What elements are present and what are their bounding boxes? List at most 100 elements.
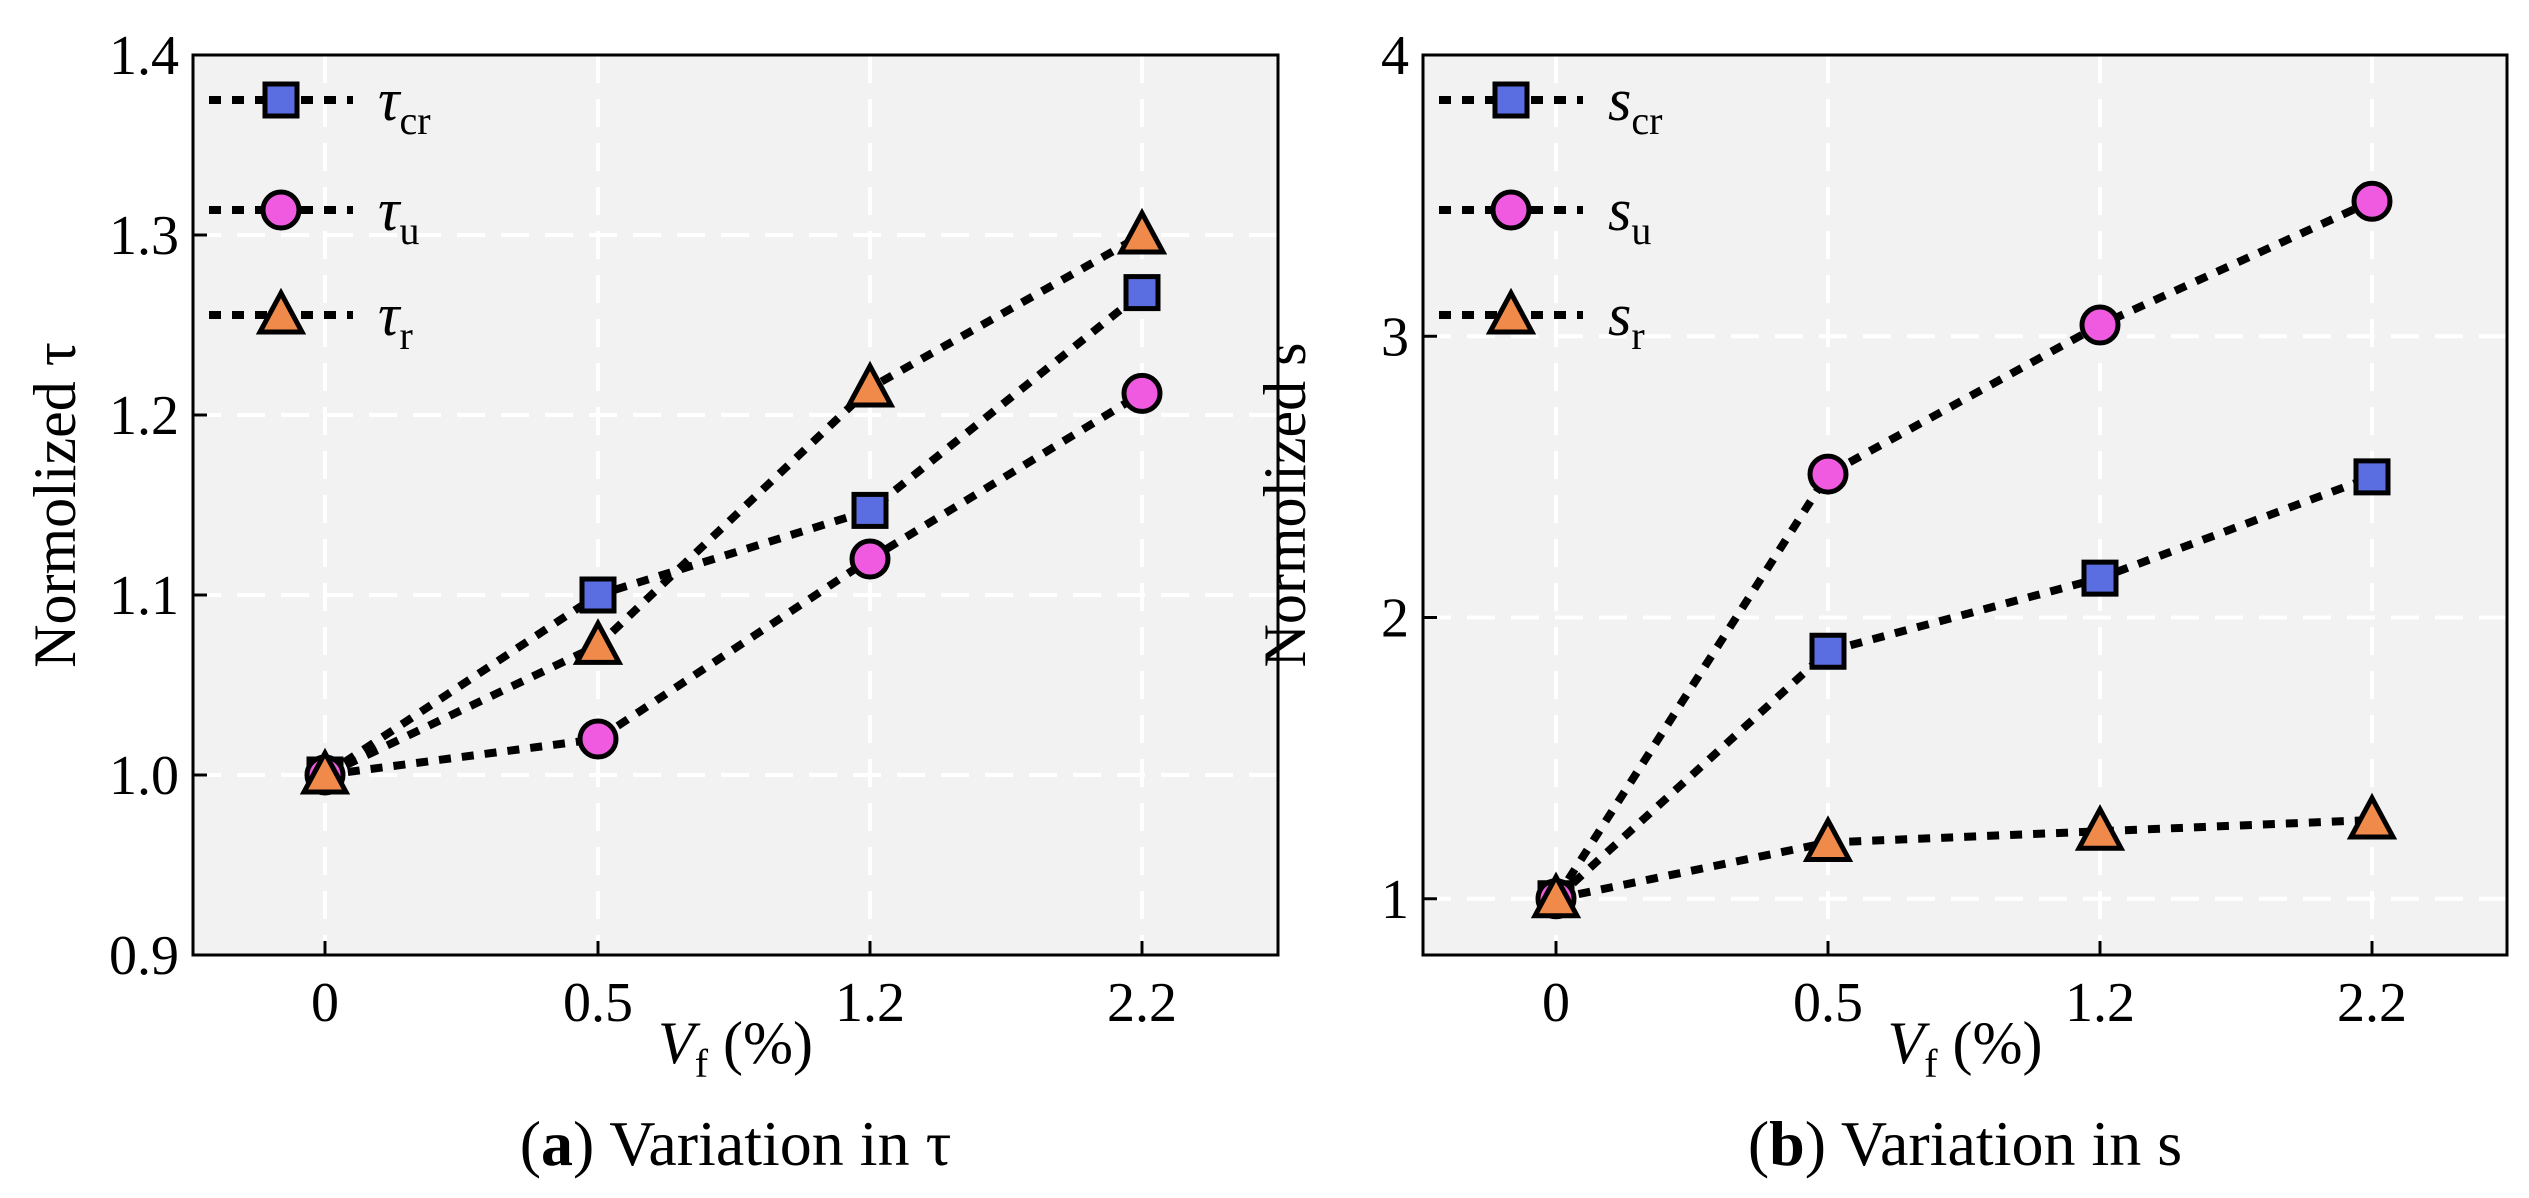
plot-frame [1421, 53, 2509, 957]
caption-letter: a [541, 1108, 573, 1179]
x-axis-label-sub: f [695, 1041, 709, 1086]
y-axis-label: Normolized s [1252, 343, 1318, 668]
legend-label: sr [1608, 282, 1645, 358]
legend-item: sr [1439, 282, 1645, 358]
legend-marker [260, 189, 302, 231]
caption-letter: b [1769, 1108, 1805, 1179]
x-axis-label: Vf (%) [658, 1010, 813, 1086]
legend-label-sub: r [399, 313, 412, 358]
legend-label: τcr [378, 67, 431, 143]
data-point [299, 747, 351, 795]
legend-marker [262, 81, 300, 119]
gridlines [193, 55, 1278, 955]
plot-frame [191, 53, 1280, 957]
panel-caption: (b) Variation in s [1748, 1108, 2182, 1179]
caption-close: ) [1805, 1108, 1826, 1179]
y-tick-label: 2 [1381, 588, 1409, 650]
y-tick-label: 1.0 [109, 745, 179, 807]
x-tick-label: 0 [1542, 972, 1570, 1034]
panel-caption: (a) Variation in τ [520, 1108, 952, 1179]
legend-label: su [1608, 177, 1651, 253]
x-tick-label: 2.2 [1107, 972, 1177, 1034]
data-point [572, 618, 624, 665]
data-point [851, 491, 889, 529]
y-axis-label: Normolized τ [22, 342, 88, 668]
caption-open: ( [1748, 1108, 1769, 1179]
y-tick-label: 1.1 [109, 565, 179, 627]
x-axis-label-rest: (%) [708, 1010, 813, 1076]
legend-label-main: τ [378, 282, 402, 348]
caption-rest: Variation in s [1826, 1108, 2182, 1179]
data-point [1802, 815, 1854, 862]
series-line [323, 231, 1144, 779]
x-tick-label: 1.2 [835, 972, 905, 1034]
series-line [324, 389, 1145, 779]
x-axis-label-main: V [1888, 1010, 1931, 1076]
plot-area [1423, 55, 2507, 955]
x-tick-label: 0.5 [1793, 972, 1863, 1034]
series-line [1555, 816, 2373, 903]
legend-item: τcr [209, 67, 431, 143]
x-tick-label: 0.5 [563, 972, 633, 1034]
y-tick-label: 1.3 [109, 205, 179, 267]
legend-item: τu [209, 177, 419, 253]
legend-label: τr [378, 282, 413, 358]
y-tick-label: 0.9 [109, 925, 179, 987]
series-circle [304, 372, 1163, 796]
data-point [1116, 207, 1168, 255]
y-tick-label: 3 [1381, 306, 1409, 368]
x-axis-label-sub: f [1924, 1041, 1938, 1086]
legend-marker [255, 287, 307, 335]
legend-marker [1490, 189, 1532, 231]
data-point [2079, 304, 2121, 346]
data-point [577, 718, 619, 760]
legend-label-main: τ [378, 67, 402, 133]
legend-marker [1485, 287, 1537, 335]
x-tick-label: 2.2 [2337, 972, 2407, 1034]
data-point [579, 576, 617, 614]
chart-panel-b: 1 2 3 4 0 0.5 1.2 2.2 Vf (%) Normolized s (b) Vari… [1252, 25, 2509, 1179]
data-point [2081, 559, 2119, 597]
legend-label-sub: u [1631, 208, 1651, 253]
data-point [2074, 803, 2126, 851]
caption-close: ) [573, 1108, 594, 1179]
legend-label-sub: cr [399, 98, 430, 143]
legend-label-sub: r [1631, 313, 1644, 358]
y-tick-label: 4 [1381, 25, 1409, 87]
legend-label-main: τ [378, 177, 402, 243]
data-point [1121, 372, 1163, 414]
legend-marker [1492, 81, 1530, 119]
data-point [2353, 458, 2391, 496]
legend-label: τu [378, 177, 419, 253]
caption-open: ( [520, 1108, 541, 1179]
legend-item: τr [209, 282, 413, 358]
x-tick-label: 0 [311, 972, 339, 1034]
legend-label-main: s [1608, 177, 1631, 243]
data-point [1530, 871, 1582, 919]
data-point [1123, 274, 1161, 312]
data-point [1807, 453, 1849, 495]
series-line [1553, 473, 2374, 902]
series-line [322, 289, 1145, 779]
x-axis-label-rest: (%) [1938, 1010, 2043, 1076]
legend-label: scr [1608, 67, 1662, 143]
legend-item: su [1439, 177, 1651, 253]
legend-label-sub: u [399, 208, 419, 253]
legend-label-main: s [1608, 282, 1631, 348]
data-point [1809, 632, 1847, 670]
chart-panel-a: 0.9 1.0 1.1 1.2 1.3 1.4 0 0.5 1.2 2.2 Vf (%) Normol… [22, 25, 1280, 1179]
x-axis-label-main: V [658, 1010, 701, 1076]
series-triangle [299, 207, 1168, 795]
legend-label-sub: cr [1631, 98, 1662, 143]
series-triangle [1530, 792, 2398, 919]
y-tick-label: 1.2 [109, 385, 179, 447]
data-point [844, 360, 896, 408]
plot-area [193, 55, 1278, 955]
data-point [2346, 792, 2398, 840]
caption-rest: Variation in τ [594, 1108, 951, 1179]
x-axis-label: Vf (%) [1888, 1010, 2043, 1086]
data-point [2351, 180, 2393, 222]
